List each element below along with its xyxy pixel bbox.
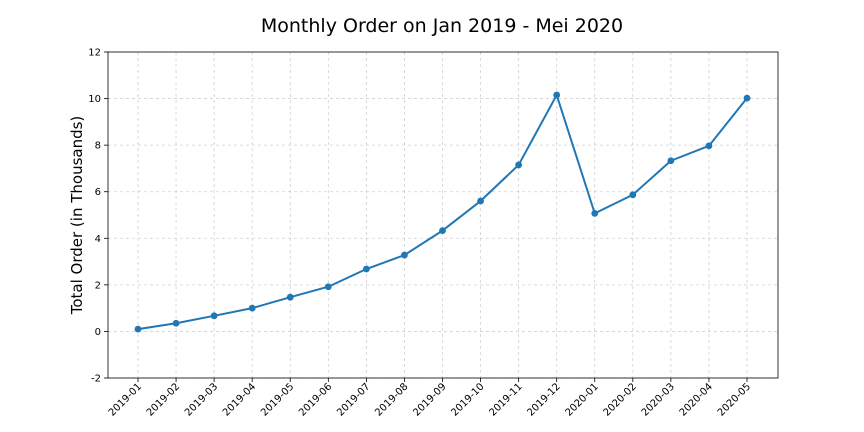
y-tick-label: -2	[91, 374, 101, 385]
y-tick-label: 10	[88, 94, 101, 105]
data-point	[515, 161, 523, 169]
data-point	[134, 325, 142, 333]
y-tick-label: 0	[95, 327, 101, 338]
data-point	[172, 319, 180, 327]
series	[134, 91, 751, 333]
y-tick-label: 8	[95, 141, 101, 152]
data-point	[743, 94, 751, 102]
data-point	[439, 227, 446, 235]
y-tick-label: 6	[95, 187, 101, 198]
data-point	[248, 304, 256, 312]
data-point	[553, 91, 561, 99]
data-point	[667, 157, 675, 165]
data-point	[362, 265, 370, 273]
data-point	[705, 142, 713, 150]
y-tick-label: 12	[88, 48, 101, 59]
data-point	[286, 293, 294, 301]
data-point	[210, 312, 218, 320]
data-point	[629, 191, 637, 199]
chart-title: Monthly Order on Jan 2019 - Mei 2020	[261, 15, 623, 37]
plot-frame	[107, 51, 779, 379]
data-point	[477, 197, 484, 205]
axes	[107, 51, 779, 379]
grid	[108, 51, 778, 379]
y-tick-label: 2	[95, 280, 101, 291]
data-point	[324, 283, 332, 291]
data-point	[591, 209, 599, 217]
data-point	[401, 251, 408, 259]
y-axis-label: Total Order (in Thousands)	[68, 116, 86, 316]
y-tick-label: 4	[95, 234, 101, 245]
